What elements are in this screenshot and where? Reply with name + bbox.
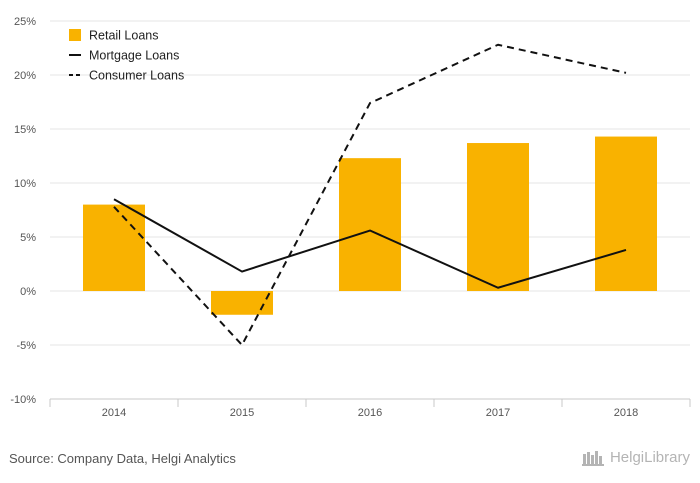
y-tick-label: 0% [20, 286, 36, 298]
legend-label: Consumer Loans [89, 69, 184, 83]
y-tick-label: 5% [20, 232, 36, 244]
axes: -10% -5% 0% 5% 10% 15% 20% 25% 2014 2015 2016 2017 2… [10, 16, 691, 419]
bar-retail-loans-2018 [595, 136, 657, 291]
bar-retail-loans-2015 [211, 291, 273, 315]
y-tick-label: -10% [10, 394, 36, 406]
source-text: Source: Company Data, Helgi Analytics [9, 451, 236, 466]
bar-retail-loans-2017 [467, 143, 529, 291]
x-tick-label: 2014 [102, 407, 126, 419]
line-mortgage-loans [113, 198, 627, 289]
legend-swatch-retail-loans [69, 29, 81, 41]
y-tick-label: 20% [14, 70, 36, 82]
x-tick-label: 2015 [230, 407, 254, 419]
chart: -10% -5% 0% 5% 10% 15% 20% 25% 2014 2015 2016 2017 2… [10, 16, 691, 419]
bar-retail-loans-2014 [83, 204, 145, 291]
legend: Retail Loans Mortgage Loans Consumer Loans [69, 29, 184, 83]
y-tick-label: 25% [14, 16, 36, 28]
x-tick-label: 2016 [358, 407, 382, 419]
bar-retail-loans-2016 [339, 158, 401, 291]
logo-text: HelgiLibrary [609, 449, 690, 466]
y-tick-label: -5% [16, 340, 36, 352]
x-tick-label: 2017 [486, 407, 510, 419]
legend-label: Retail Loans [89, 29, 159, 43]
library-icon [581, 450, 604, 466]
helgi-library-logo: HelgiLibrary [581, 449, 690, 466]
legend-label: Mortgage Loans [89, 49, 179, 63]
y-tick-label: 15% [14, 124, 36, 136]
line-consumer-loans [113, 43, 627, 346]
line-series [113, 43, 627, 346]
x-tick-label: 2018 [614, 407, 638, 419]
y-tick-label: 10% [14, 178, 36, 190]
bar-series [83, 136, 657, 315]
